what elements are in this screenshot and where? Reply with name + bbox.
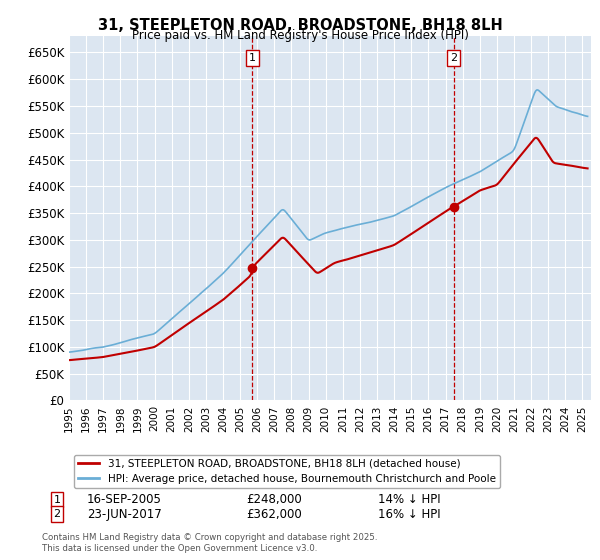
- Text: £362,000: £362,000: [246, 507, 302, 521]
- Text: Contains HM Land Registry data © Crown copyright and database right 2025.
This d: Contains HM Land Registry data © Crown c…: [42, 533, 377, 553]
- Text: £248,000: £248,000: [246, 493, 302, 506]
- Legend: 31, STEEPLETON ROAD, BROADSTONE, BH18 8LH (detached house), HPI: Average price, : 31, STEEPLETON ROAD, BROADSTONE, BH18 8L…: [74, 455, 500, 488]
- Text: Price paid vs. HM Land Registry's House Price Index (HPI): Price paid vs. HM Land Registry's House …: [131, 29, 469, 42]
- Text: 16% ↓ HPI: 16% ↓ HPI: [378, 507, 440, 521]
- Text: 14% ↓ HPI: 14% ↓ HPI: [378, 493, 440, 506]
- Text: 23-JUN-2017: 23-JUN-2017: [87, 507, 162, 521]
- Text: 16-SEP-2005: 16-SEP-2005: [87, 493, 162, 506]
- Text: 1: 1: [53, 494, 61, 505]
- Text: 1: 1: [249, 53, 256, 63]
- Text: 2: 2: [53, 509, 61, 519]
- Text: 2: 2: [450, 53, 457, 63]
- Text: 31, STEEPLETON ROAD, BROADSTONE, BH18 8LH: 31, STEEPLETON ROAD, BROADSTONE, BH18 8L…: [98, 18, 502, 33]
